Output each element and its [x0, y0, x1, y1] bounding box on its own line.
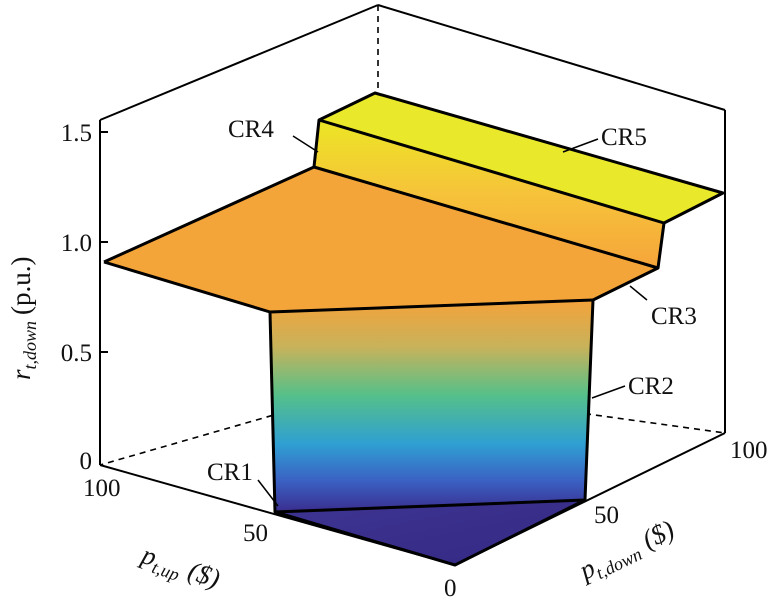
region-cr1 [275, 500, 585, 565]
z-tick: 1.5 [61, 120, 92, 147]
label-cr2: CR2 [628, 373, 674, 400]
label-cr3: CR3 [651, 303, 697, 330]
surface [104, 93, 723, 565]
y-tick: 0 [444, 575, 457, 602]
label-cr1: CR1 [207, 459, 253, 486]
region-cr4 [314, 120, 664, 268]
y-tick: 100 [730, 437, 768, 464]
label-cr5: CR5 [601, 124, 647, 151]
surface-edges [103, 91, 725, 567]
z-axis-ticks: 1.5 1.0 0.5 0 [61, 120, 108, 475]
x-tick: 50 [243, 520, 268, 547]
z-tick: 0 [80, 448, 93, 475]
label-cr4: CR4 [228, 116, 274, 143]
annotation-leaders [257, 135, 648, 507]
x-axis-ticks: 100 50 [83, 475, 268, 547]
y-axis-ticks: 0 50 100 [444, 437, 768, 602]
z-axis-label: rt,down(p.u.) [6, 256, 40, 380]
region-cr3 [104, 167, 658, 312]
region-labels: CR4 CR5 CR3 CR2 CR1 [207, 116, 697, 486]
x-tick: 100 [83, 475, 121, 502]
y-axis-label: pt,down($) [573, 514, 681, 590]
x-axis-label: pt,up($) [135, 539, 224, 598]
y-tick: 50 [594, 502, 619, 529]
region-cr5 [319, 93, 723, 223]
z-tick: 0.5 [61, 340, 92, 367]
region-cr2 [270, 300, 593, 512]
z-tick: 1.0 [61, 230, 92, 257]
